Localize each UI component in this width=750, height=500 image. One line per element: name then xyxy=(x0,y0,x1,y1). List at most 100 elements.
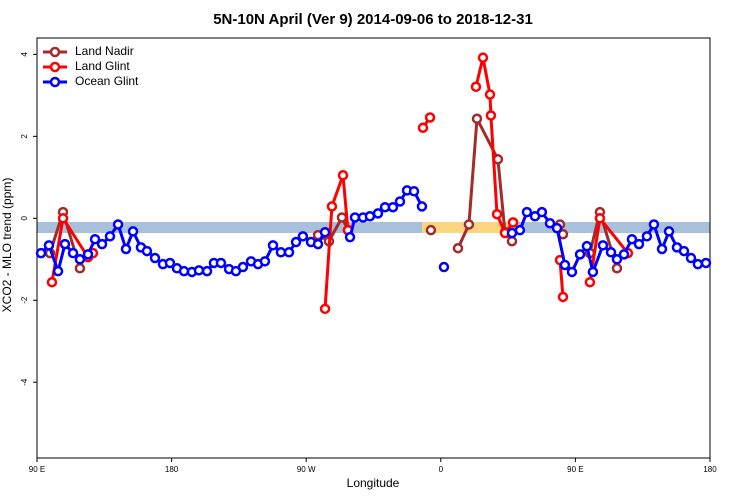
data-point xyxy=(193,265,205,276)
data-point xyxy=(215,257,227,269)
data-point xyxy=(663,226,675,237)
data-point xyxy=(484,89,496,100)
data-point xyxy=(394,196,406,207)
data-point xyxy=(536,206,548,218)
data-point xyxy=(605,247,617,258)
y-axis-label: XCO2 - MLO trend (ppm) xyxy=(0,178,14,313)
data-point xyxy=(237,261,249,273)
data-point xyxy=(692,258,704,270)
data-point xyxy=(485,110,497,121)
chart-title: 5N-10N April (Ver 9) 2014-09-06 to 2018-… xyxy=(213,11,533,28)
data-point xyxy=(74,254,86,265)
y-tick-label: 4 xyxy=(20,52,29,57)
data-point xyxy=(364,210,376,222)
data-point xyxy=(470,81,482,93)
x-tick-label: 180 xyxy=(703,465,717,474)
data-point xyxy=(35,247,47,259)
data-point xyxy=(326,201,338,212)
y-tick-label: -4 xyxy=(20,378,29,386)
data-point xyxy=(290,236,302,248)
data-point xyxy=(557,291,569,303)
data-point xyxy=(344,231,356,243)
data-point xyxy=(267,240,279,251)
data-point xyxy=(337,170,349,181)
data-point xyxy=(581,240,593,252)
data-point xyxy=(149,252,161,264)
data-point xyxy=(574,249,586,260)
data-point xyxy=(59,238,71,250)
data-point xyxy=(417,122,429,133)
x-tick-label: 90 E xyxy=(567,465,583,474)
data-point xyxy=(112,219,124,230)
data-point xyxy=(521,206,533,218)
x-tick-label: 180 xyxy=(165,465,179,474)
y-tick-label: 2 xyxy=(20,134,29,139)
data-point xyxy=(57,213,69,224)
x-axis-label: Longitude xyxy=(347,476,400,490)
data-point xyxy=(611,254,623,265)
data-point xyxy=(491,208,503,220)
plot-frame xyxy=(36,37,711,459)
data-point xyxy=(566,266,578,278)
data-point xyxy=(164,257,176,269)
data-point xyxy=(438,261,450,273)
data-point xyxy=(641,231,653,242)
data-point xyxy=(127,226,139,237)
data-point xyxy=(319,226,331,238)
data-point xyxy=(559,259,571,271)
data-point xyxy=(685,252,697,264)
data-point xyxy=(471,113,483,124)
data-point xyxy=(297,231,309,242)
data-point xyxy=(283,247,295,258)
data-point xyxy=(584,276,596,288)
data-point xyxy=(424,112,436,123)
data-point xyxy=(507,217,519,228)
data-point xyxy=(544,217,556,229)
data-point xyxy=(463,219,475,230)
data-point xyxy=(506,235,518,247)
data-point xyxy=(477,52,489,63)
data-point xyxy=(104,231,116,242)
data-point xyxy=(312,238,324,250)
data-point xyxy=(678,245,690,257)
data-point xyxy=(89,233,101,245)
data-point xyxy=(52,265,64,277)
data-point xyxy=(120,243,132,255)
data-point xyxy=(408,185,420,197)
series-line xyxy=(50,56,630,309)
data-point xyxy=(67,247,79,259)
legend-marker xyxy=(49,61,61,73)
data-point xyxy=(700,257,712,269)
data-point xyxy=(82,249,94,260)
data-point xyxy=(259,256,271,267)
x-tick-label: 90 W xyxy=(297,465,316,474)
data-point xyxy=(141,245,153,257)
data-point xyxy=(416,201,428,212)
data-point xyxy=(514,224,526,236)
data-point xyxy=(372,208,384,219)
data-point xyxy=(648,219,660,230)
data-point xyxy=(594,213,606,224)
data-point xyxy=(452,242,464,254)
y-tick-label: -2 xyxy=(20,296,29,304)
data-point xyxy=(425,224,437,236)
data-point xyxy=(656,243,668,255)
data-point xyxy=(74,263,86,274)
data-point xyxy=(96,238,108,250)
legend-label: Land Glint xyxy=(75,59,130,73)
series-line xyxy=(48,117,619,269)
legend-marker xyxy=(49,46,61,58)
y-tick-label: 0 xyxy=(20,216,29,221)
data-point xyxy=(201,265,213,277)
data-point xyxy=(618,249,630,260)
x-tick-label: 0 xyxy=(439,465,444,474)
data-point xyxy=(46,276,58,288)
data-point xyxy=(387,201,399,213)
data-point xyxy=(336,212,348,223)
data-point xyxy=(597,240,609,251)
legend-label: Ocean Glint xyxy=(75,74,139,88)
data-point xyxy=(551,222,563,234)
data-point xyxy=(275,247,287,258)
legend-label: Land Nadir xyxy=(75,44,134,58)
